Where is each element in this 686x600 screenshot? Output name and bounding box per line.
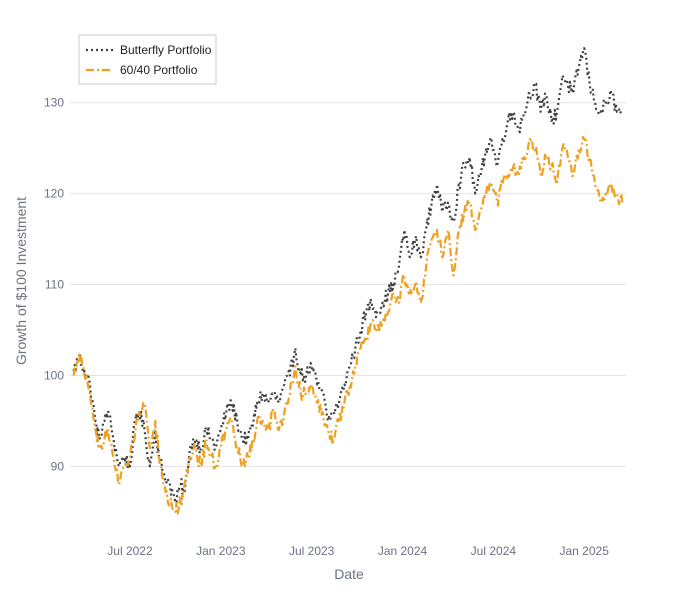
- x-axis-title: Date: [334, 566, 364, 582]
- legend-label-6040: 60/40 Portfolio: [120, 63, 198, 77]
- series-line-butterfly-portfolio: [72, 47, 624, 504]
- x-tick-label-0: Jul 2022: [107, 544, 153, 558]
- grid-layer: [70, 102, 626, 467]
- x-tick-label-5: Jan 2025: [560, 544, 610, 558]
- legend-label-butterfly: Butterfly Portfolio: [120, 43, 212, 57]
- x-tick-label-2: Jul 2023: [289, 544, 335, 558]
- y-tick-label-100: 100: [44, 368, 64, 382]
- series-line-60-40-portfolio: [72, 136, 624, 516]
- x-tick-label-1: Jan 2023: [196, 544, 246, 558]
- legend: Butterfly Portfolio 60/40 Portfolio: [78, 34, 217, 85]
- x-tick-label-4: Jul 2024: [471, 544, 517, 558]
- x-tick-label-3: Jan 2024: [378, 544, 428, 558]
- legend-box: [78, 34, 217, 85]
- y-tick-label-90: 90: [51, 459, 65, 473]
- y-tick-label-130: 130: [44, 96, 64, 110]
- y-tick-label-120: 120: [44, 187, 64, 201]
- series-layer: [72, 47, 624, 516]
- axis-layer: Date Growth of $100 Investment 90 100 110 1…: [13, 96, 609, 582]
- y-tick-label-110: 110: [45, 278, 64, 292]
- y-axis-title: Growth of $100 Investment: [13, 197, 29, 365]
